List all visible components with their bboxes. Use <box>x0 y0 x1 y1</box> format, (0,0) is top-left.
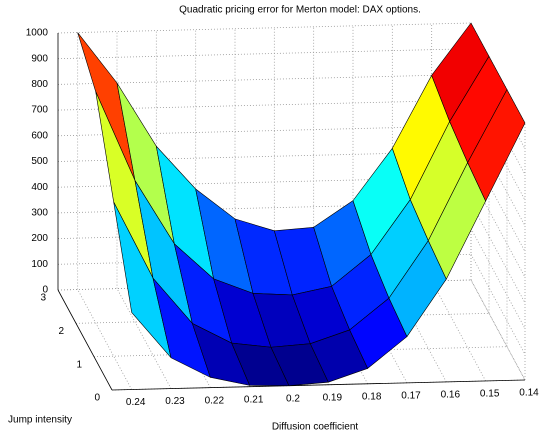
surface-patch <box>467 89 526 202</box>
z-tick-label: 0 <box>42 285 48 296</box>
z-tick-label: 800 <box>31 79 48 90</box>
grid-line <box>431 280 487 382</box>
z-tick-label: 700 <box>31 105 48 116</box>
grid-line <box>57 22 472 34</box>
z-tick-label: 600 <box>31 130 48 141</box>
y-tick-label: 3 <box>40 293 46 304</box>
x-tick-label: 0.2 <box>286 393 300 404</box>
x-tick-label: 0.14 <box>519 388 539 399</box>
grid-line <box>470 279 526 381</box>
axis-line <box>57 289 113 391</box>
z-tick-label: 500 <box>31 156 48 167</box>
y-tick-label: 0 <box>94 393 100 404</box>
x-tick-label: 0.19 <box>323 392 343 403</box>
x-tick-label: 0.18 <box>362 391 382 402</box>
axis-line <box>111 379 526 391</box>
z-tick-label: 300 <box>31 208 48 219</box>
chart-title: Quadratic pricing error for Merton model… <box>179 5 421 16</box>
y-axis-label: Jump intensity <box>8 415 72 426</box>
x-axis-label: Diffusion coefficient <box>272 422 359 433</box>
y-tick-label: 1 <box>76 359 82 370</box>
grid-line <box>352 282 408 384</box>
z-tick-label: 100 <box>31 259 48 270</box>
x-tick-label: 0.15 <box>480 389 500 400</box>
z-tick-label: 900 <box>31 53 48 64</box>
grid-line <box>77 289 133 390</box>
grid-line <box>57 74 472 85</box>
x-tick-label: 0.17 <box>401 390 421 401</box>
grid-line <box>116 288 172 389</box>
z-tick-label: 400 <box>31 182 48 193</box>
x-tick-label: 0.21 <box>244 394 264 405</box>
grid-line <box>57 48 472 60</box>
x-tick-label: 0.23 <box>165 396 185 407</box>
y-tick-label: 2 <box>58 326 64 337</box>
x-tick-label: 0.24 <box>126 397 146 408</box>
z-tick-label: 200 <box>31 233 48 244</box>
x-tick-label: 0.16 <box>441 390 461 401</box>
grid-line <box>470 202 526 304</box>
grid-line <box>470 254 526 355</box>
grid-line <box>470 279 526 381</box>
z-tick-label: 1000 <box>26 28 49 39</box>
x-tick-label: 0.22 <box>205 395 225 406</box>
grid-line <box>470 228 526 329</box>
grid-line <box>391 281 447 383</box>
